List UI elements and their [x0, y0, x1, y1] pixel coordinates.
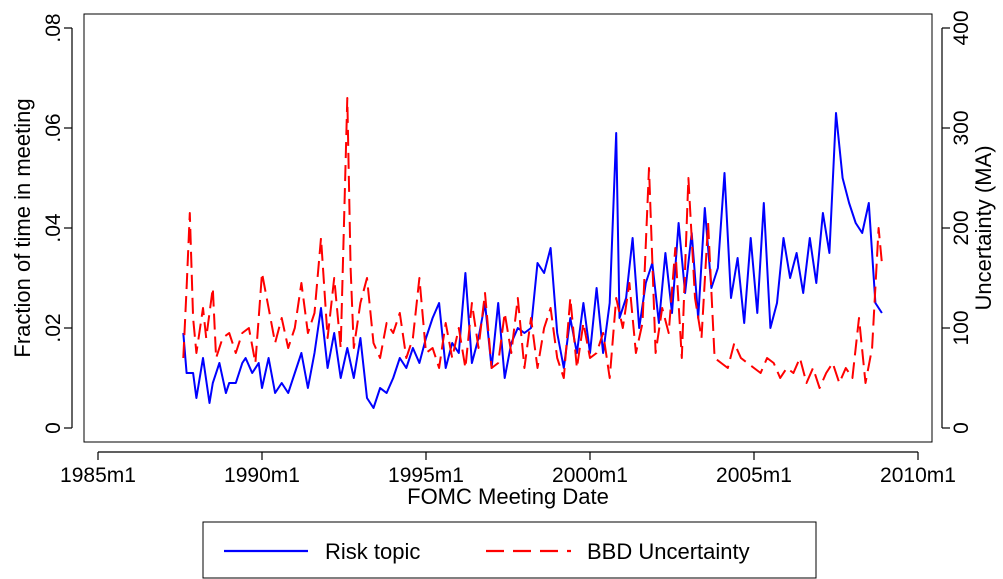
x-tick-label: 1990m1	[224, 464, 300, 487]
x-tick-label: 1995m1	[388, 464, 464, 487]
legend-label-bbd-uncertainty: BBD Uncertainty	[587, 539, 750, 564]
left-y-axis-ticks: 0 .02 .04 .06 .08	[42, 13, 72, 434]
left-y-tick-label: 0	[42, 422, 65, 434]
x-tick-label: 2010m1	[880, 464, 956, 487]
x-axis-ticks: 1985m1 1990m1 1995m1 2000m1 2005m1 2010m1	[60, 452, 956, 487]
legend-label-risk-topic: Risk topic	[325, 539, 420, 564]
left-y-tick-label: .04	[42, 213, 65, 243]
right-y-axis-ticks: 0 100 200 300 400	[942, 10, 973, 434]
right-y-axis-title: Uncertainty (MA)	[971, 145, 996, 310]
right-y-tick-label: 200	[950, 210, 973, 245]
left-y-tick-label: .08	[42, 13, 65, 42]
legend: Risk topic BBD Uncertainty	[202, 521, 817, 579]
series-line-risk-topic	[182, 112, 883, 409]
x-axis-title: FOMC Meeting Date	[407, 484, 609, 509]
series-layer	[182, 97, 883, 409]
right-y-tick-label: 0	[950, 422, 973, 434]
right-y-tick-label: 100	[950, 310, 973, 345]
right-y-tick-label: 400	[950, 10, 973, 45]
x-tick-label: 2005m1	[716, 464, 792, 487]
right-y-tick-label: 300	[950, 110, 973, 145]
x-tick-label: 1985m1	[60, 464, 136, 487]
series-line-bbd-uncertainty	[182, 97, 883, 389]
plot-frame	[83, 13, 933, 443]
x-tick-label: 2000m1	[552, 464, 628, 487]
left-y-tick-label: .06	[42, 113, 65, 142]
left-y-axis-title: Fraction of time in meeting	[10, 98, 35, 357]
left-y-tick-label: .02	[42, 313, 65, 342]
